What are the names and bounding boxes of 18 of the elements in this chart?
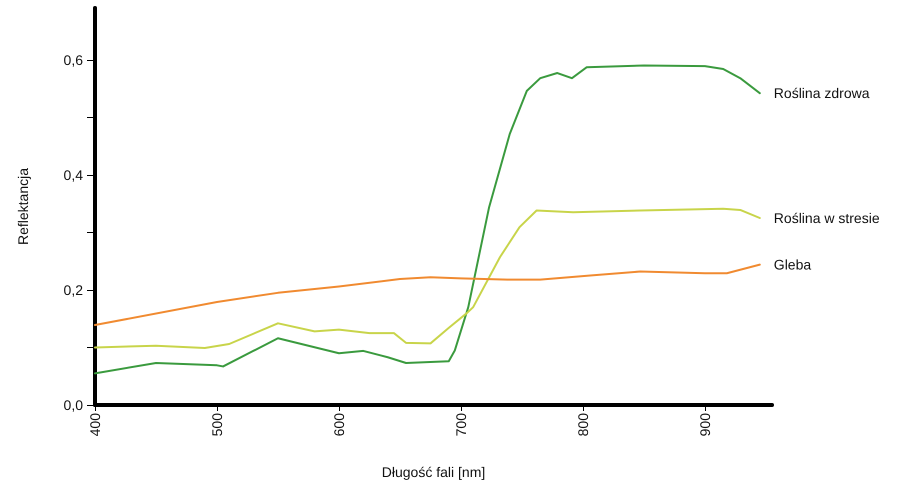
series-label: Gleba <box>774 256 812 273</box>
series-label: Roślina w stresie <box>774 210 880 226</box>
series-label: Roślina zdrowa <box>774 85 870 102</box>
x-tick-label: 600 <box>330 412 347 436</box>
x-tick-label: 500 <box>208 412 225 436</box>
x-tick-label: 800 <box>574 412 591 436</box>
y-axis-title: Reflektancja <box>15 168 31 246</box>
line-series <box>94 264 761 326</box>
x-tick-label: 400 <box>87 412 103 436</box>
x-axis-title: Długość fali [nm] <box>382 464 486 480</box>
y-tick-label: 0,4 <box>64 166 84 183</box>
y-tick-label: 0,0 <box>64 397 84 413</box>
y-tick-label: 0,6 <box>64 52 84 68</box>
x-tick-label: 700 <box>452 412 469 436</box>
line-series <box>94 64 761 374</box>
line-series <box>94 208 761 350</box>
y-tick-label: 0,2 <box>64 282 84 298</box>
x-tick-label: 900 <box>696 412 713 436</box>
